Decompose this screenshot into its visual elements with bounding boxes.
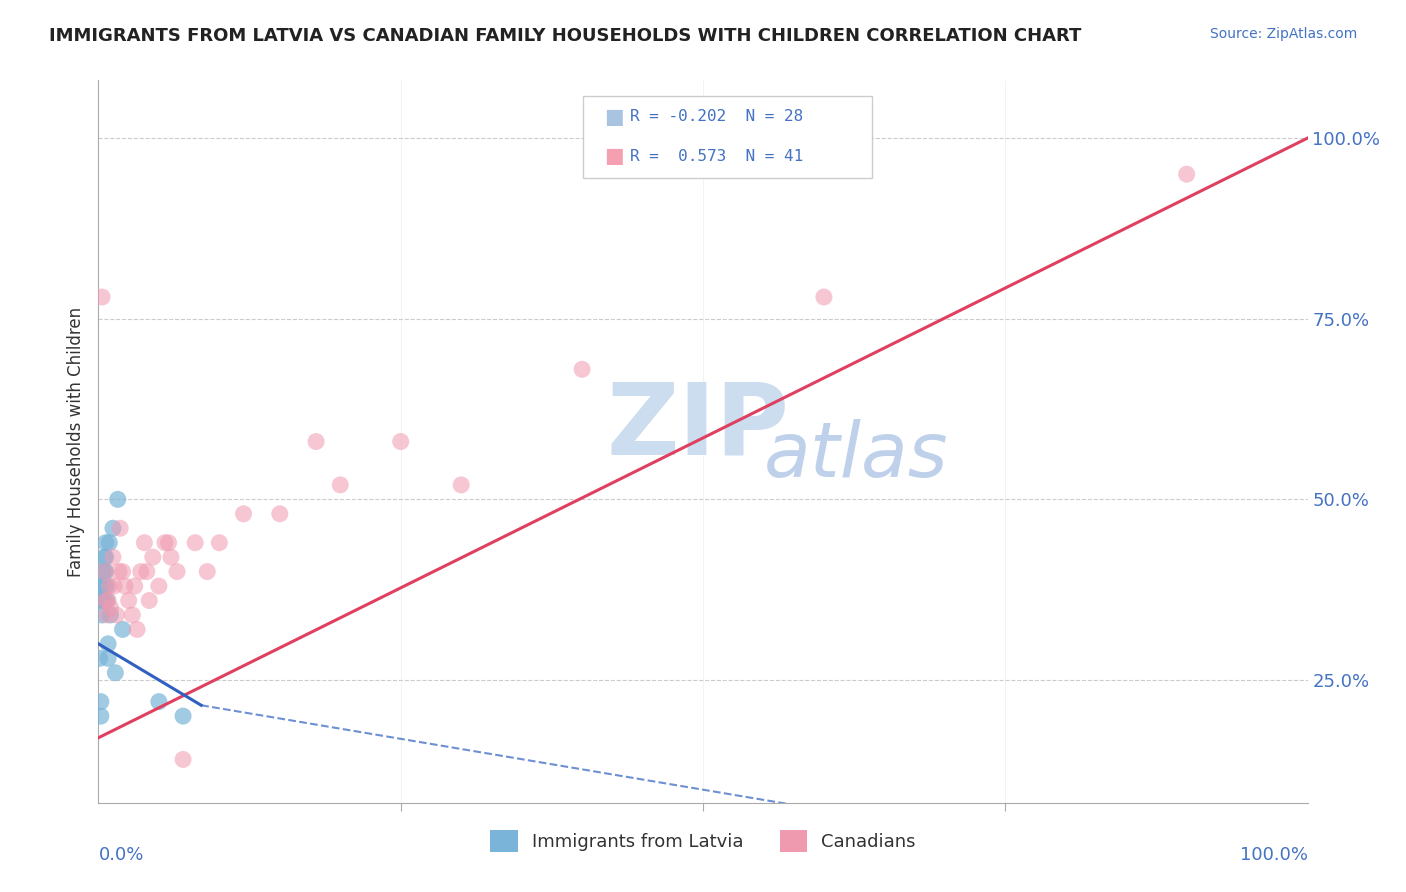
Point bbox=[571, 362, 593, 376]
Point bbox=[134, 535, 156, 549]
Point bbox=[111, 565, 134, 579]
Point bbox=[172, 709, 194, 723]
Point bbox=[108, 565, 131, 579]
Point bbox=[160, 550, 183, 565]
Point bbox=[172, 752, 194, 766]
Point bbox=[94, 593, 117, 607]
Point bbox=[329, 478, 352, 492]
Point bbox=[269, 507, 291, 521]
Point bbox=[813, 290, 835, 304]
Point bbox=[97, 637, 120, 651]
Point bbox=[101, 550, 124, 565]
Point bbox=[91, 593, 114, 607]
Point bbox=[97, 593, 120, 607]
Point bbox=[111, 623, 134, 637]
Point bbox=[138, 593, 160, 607]
Point bbox=[93, 593, 115, 607]
Legend: Immigrants from Latvia, Canadians: Immigrants from Latvia, Canadians bbox=[484, 822, 922, 859]
Point bbox=[105, 607, 128, 622]
Point bbox=[89, 651, 111, 665]
Point bbox=[93, 579, 115, 593]
Point bbox=[100, 600, 122, 615]
Point bbox=[450, 478, 472, 492]
Point bbox=[121, 607, 143, 622]
Point bbox=[101, 521, 124, 535]
Point bbox=[98, 535, 121, 549]
Point bbox=[94, 565, 117, 579]
Text: ■: ■ bbox=[605, 107, 624, 127]
Point bbox=[91, 593, 114, 607]
Point bbox=[91, 607, 114, 622]
Point bbox=[91, 579, 114, 593]
Point bbox=[208, 535, 231, 549]
Point bbox=[148, 695, 170, 709]
Point bbox=[1175, 167, 1198, 181]
Point bbox=[94, 535, 117, 549]
Point bbox=[96, 579, 118, 593]
Point bbox=[142, 550, 165, 565]
Point bbox=[91, 579, 114, 593]
Point bbox=[107, 492, 129, 507]
Point bbox=[103, 579, 125, 593]
Point bbox=[93, 550, 115, 565]
Point bbox=[97, 651, 120, 665]
Point bbox=[148, 579, 170, 593]
Point bbox=[100, 607, 122, 622]
Point bbox=[108, 521, 131, 535]
Point bbox=[195, 565, 218, 579]
Point bbox=[232, 507, 254, 521]
Point bbox=[135, 565, 157, 579]
Point bbox=[127, 623, 149, 637]
Point bbox=[96, 593, 118, 607]
Point bbox=[104, 665, 127, 680]
Point bbox=[129, 565, 152, 579]
Point bbox=[114, 579, 136, 593]
Text: R =  0.573  N = 41: R = 0.573 N = 41 bbox=[630, 149, 803, 163]
Text: 0.0%: 0.0% bbox=[98, 847, 143, 864]
Point bbox=[118, 593, 141, 607]
Point bbox=[153, 535, 176, 549]
Point bbox=[184, 535, 207, 549]
Text: ZIP: ZIP bbox=[606, 378, 789, 475]
Point bbox=[90, 695, 112, 709]
Y-axis label: Family Households with Children: Family Households with Children bbox=[66, 307, 84, 576]
Point bbox=[98, 579, 121, 593]
Point bbox=[90, 709, 112, 723]
Point bbox=[91, 565, 114, 579]
Point bbox=[389, 434, 412, 449]
Text: IMMIGRANTS FROM LATVIA VS CANADIAN FAMILY HOUSEHOLDS WITH CHILDREN CORRELATION C: IMMIGRANTS FROM LATVIA VS CANADIAN FAMIL… bbox=[49, 27, 1081, 45]
Point bbox=[93, 565, 115, 579]
Point bbox=[157, 535, 180, 549]
Text: ■: ■ bbox=[605, 146, 624, 166]
Point bbox=[305, 434, 328, 449]
Point bbox=[124, 579, 146, 593]
Text: 100.0%: 100.0% bbox=[1240, 847, 1308, 864]
Point bbox=[166, 565, 188, 579]
Text: atlas: atlas bbox=[763, 419, 948, 493]
Point bbox=[94, 550, 117, 565]
Point bbox=[91, 290, 114, 304]
Text: R = -0.202  N = 28: R = -0.202 N = 28 bbox=[630, 110, 803, 124]
Point bbox=[96, 607, 118, 622]
Point bbox=[93, 565, 115, 579]
Text: Source: ZipAtlas.com: Source: ZipAtlas.com bbox=[1209, 27, 1357, 41]
